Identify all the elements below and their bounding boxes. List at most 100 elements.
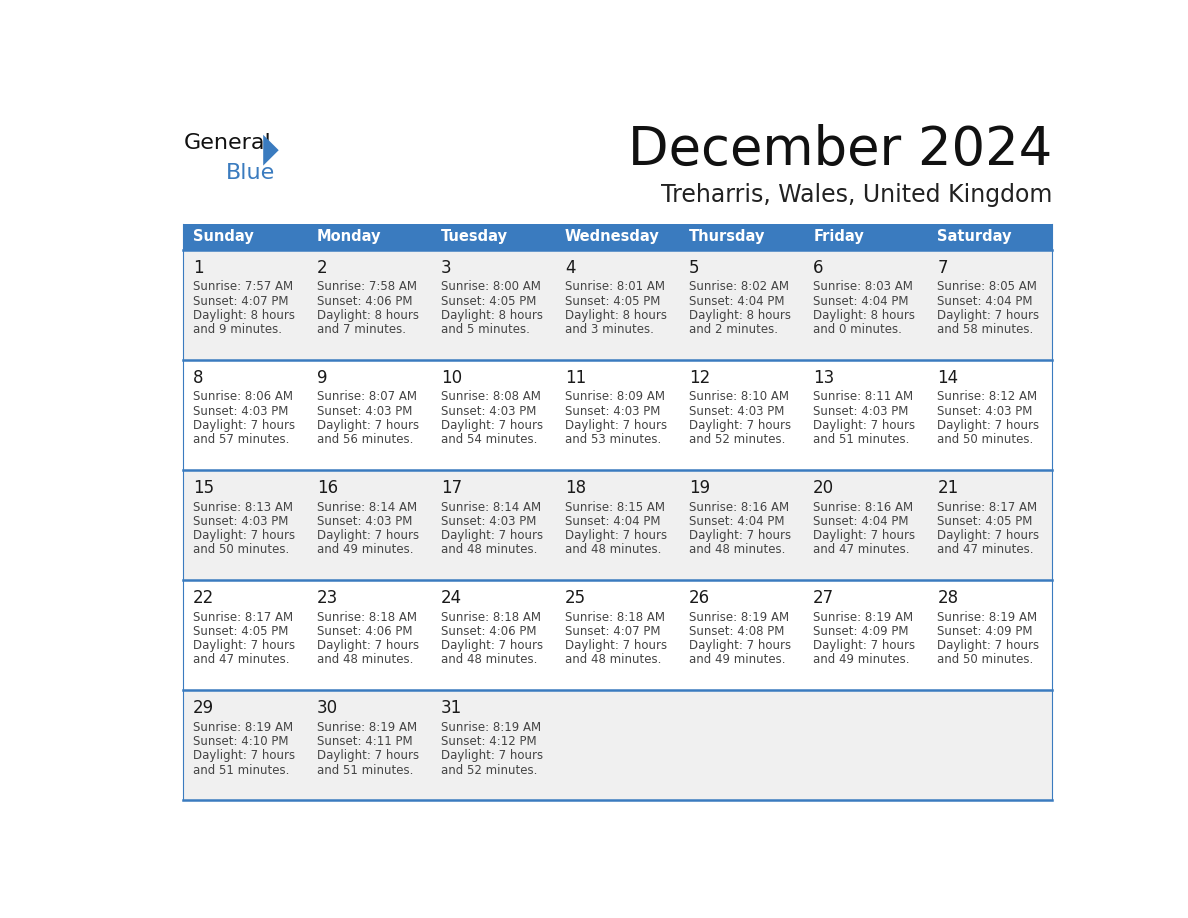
Text: 13: 13 <box>814 369 834 386</box>
Text: Sunset: 4:04 PM: Sunset: 4:04 PM <box>565 515 661 528</box>
Text: Daylight: 7 hours: Daylight: 7 hours <box>192 749 295 762</box>
Text: 2: 2 <box>317 259 328 276</box>
Text: Sunrise: 8:19 AM: Sunrise: 8:19 AM <box>192 721 292 733</box>
Text: and 48 minutes.: and 48 minutes. <box>441 654 537 666</box>
Text: Sunset: 4:03 PM: Sunset: 4:03 PM <box>317 405 412 418</box>
Text: Daylight: 7 hours: Daylight: 7 hours <box>192 529 295 542</box>
Bar <box>928 224 1053 250</box>
Text: and 48 minutes.: and 48 minutes. <box>565 654 662 666</box>
Text: and 51 minutes.: and 51 minutes. <box>814 433 910 446</box>
Text: and 47 minutes.: and 47 minutes. <box>192 654 289 666</box>
Text: Sunrise: 8:12 AM: Sunrise: 8:12 AM <box>937 390 1037 403</box>
Bar <box>308 224 431 250</box>
Text: 8: 8 <box>192 369 203 386</box>
Bar <box>556 224 680 250</box>
Text: Daylight: 7 hours: Daylight: 7 hours <box>565 419 668 432</box>
Text: 24: 24 <box>441 589 462 607</box>
Text: Sunrise: 7:58 AM: Sunrise: 7:58 AM <box>317 280 417 294</box>
Text: and 48 minutes.: and 48 minutes. <box>565 543 662 556</box>
Text: Daylight: 7 hours: Daylight: 7 hours <box>565 529 668 542</box>
Bar <box>183 224 308 250</box>
Text: Sunset: 4:09 PM: Sunset: 4:09 PM <box>814 625 909 638</box>
Text: Sunset: 4:03 PM: Sunset: 4:03 PM <box>814 405 909 418</box>
Text: Sunrise: 8:13 AM: Sunrise: 8:13 AM <box>192 500 292 513</box>
Text: Sunrise: 8:06 AM: Sunrise: 8:06 AM <box>192 390 292 403</box>
Text: and 50 minutes.: and 50 minutes. <box>192 543 289 556</box>
Text: Sunset: 4:03 PM: Sunset: 4:03 PM <box>192 515 287 528</box>
Text: Sunset: 4:03 PM: Sunset: 4:03 PM <box>565 405 661 418</box>
Text: and 48 minutes.: and 48 minutes. <box>317 654 413 666</box>
Text: 6: 6 <box>814 259 823 276</box>
Text: and 58 minutes.: and 58 minutes. <box>937 323 1034 336</box>
Text: Sunset: 4:06 PM: Sunset: 4:06 PM <box>317 295 412 308</box>
Text: Daylight: 7 hours: Daylight: 7 hours <box>441 419 543 432</box>
Text: and 57 minutes.: and 57 minutes. <box>192 433 289 446</box>
Text: 10: 10 <box>441 369 462 386</box>
Text: Daylight: 7 hours: Daylight: 7 hours <box>192 639 295 652</box>
Text: and 48 minutes.: and 48 minutes. <box>441 543 537 556</box>
Text: and 49 minutes.: and 49 minutes. <box>814 654 910 666</box>
Text: Sunset: 4:04 PM: Sunset: 4:04 PM <box>814 295 909 308</box>
Text: 25: 25 <box>565 589 586 607</box>
Text: 3: 3 <box>441 259 451 276</box>
Text: Sunrise: 8:11 AM: Sunrise: 8:11 AM <box>814 390 914 403</box>
Text: and 3 minutes.: and 3 minutes. <box>565 323 653 336</box>
Text: Sunset: 4:05 PM: Sunset: 4:05 PM <box>937 515 1032 528</box>
Text: Sunrise: 7:57 AM: Sunrise: 7:57 AM <box>192 280 292 294</box>
Text: Sunrise: 8:14 AM: Sunrise: 8:14 AM <box>317 500 417 513</box>
Text: Daylight: 7 hours: Daylight: 7 hours <box>937 639 1040 652</box>
Text: and 54 minutes.: and 54 minutes. <box>441 433 537 446</box>
Text: 29: 29 <box>192 700 214 717</box>
Text: 30: 30 <box>317 700 337 717</box>
Text: Sunrise: 8:19 AM: Sunrise: 8:19 AM <box>937 610 1037 623</box>
Text: Daylight: 8 hours: Daylight: 8 hours <box>317 308 419 322</box>
Text: Sunset: 4:04 PM: Sunset: 4:04 PM <box>689 515 784 528</box>
Text: Sunset: 4:03 PM: Sunset: 4:03 PM <box>689 405 784 418</box>
Text: 19: 19 <box>689 479 710 497</box>
Text: Sunset: 4:10 PM: Sunset: 4:10 PM <box>192 735 289 748</box>
Text: Sunset: 4:12 PM: Sunset: 4:12 PM <box>441 735 537 748</box>
Text: and 2 minutes.: and 2 minutes. <box>689 323 778 336</box>
Text: Daylight: 7 hours: Daylight: 7 hours <box>937 308 1040 322</box>
Text: Thursday: Thursday <box>689 230 765 244</box>
Text: Daylight: 7 hours: Daylight: 7 hours <box>689 639 791 652</box>
Text: General: General <box>183 133 271 153</box>
Text: and 52 minutes.: and 52 minutes. <box>689 433 785 446</box>
Text: and 50 minutes.: and 50 minutes. <box>937 654 1034 666</box>
Text: December 2024: December 2024 <box>628 124 1053 176</box>
Text: Sunrise: 8:09 AM: Sunrise: 8:09 AM <box>565 390 665 403</box>
Text: 9: 9 <box>317 369 327 386</box>
Text: Daylight: 7 hours: Daylight: 7 hours <box>814 529 915 542</box>
Text: Saturday: Saturday <box>937 230 1012 244</box>
Text: 11: 11 <box>565 369 586 386</box>
Text: 4: 4 <box>565 259 575 276</box>
Text: and 9 minutes.: and 9 minutes. <box>192 323 282 336</box>
Text: 17: 17 <box>441 479 462 497</box>
Text: Daylight: 8 hours: Daylight: 8 hours <box>689 308 791 322</box>
Bar <box>431 224 556 250</box>
Text: Sunset: 4:04 PM: Sunset: 4:04 PM <box>689 295 784 308</box>
Text: 27: 27 <box>814 589 834 607</box>
Text: Sunrise: 8:07 AM: Sunrise: 8:07 AM <box>317 390 417 403</box>
Text: 20: 20 <box>814 479 834 497</box>
Text: 26: 26 <box>689 589 710 607</box>
Text: Sunrise: 8:15 AM: Sunrise: 8:15 AM <box>565 500 665 513</box>
Text: Sunset: 4:03 PM: Sunset: 4:03 PM <box>937 405 1032 418</box>
Text: and 50 minutes.: and 50 minutes. <box>937 433 1034 446</box>
Text: Treharris, Wales, United Kingdom: Treharris, Wales, United Kingdom <box>661 184 1053 207</box>
Text: 28: 28 <box>937 589 959 607</box>
Bar <box>680 224 804 250</box>
Text: 12: 12 <box>689 369 710 386</box>
Text: Daylight: 8 hours: Daylight: 8 hours <box>441 308 543 322</box>
Text: Sunrise: 8:10 AM: Sunrise: 8:10 AM <box>689 390 789 403</box>
Polygon shape <box>264 135 279 165</box>
Text: and 47 minutes.: and 47 minutes. <box>937 543 1034 556</box>
Text: 22: 22 <box>192 589 214 607</box>
Text: Sunrise: 8:17 AM: Sunrise: 8:17 AM <box>192 610 292 623</box>
Text: Daylight: 7 hours: Daylight: 7 hours <box>441 529 543 542</box>
Text: Daylight: 7 hours: Daylight: 7 hours <box>317 639 419 652</box>
Text: Daylight: 7 hours: Daylight: 7 hours <box>689 529 791 542</box>
Text: Sunrise: 8:01 AM: Sunrise: 8:01 AM <box>565 280 665 294</box>
Text: and 49 minutes.: and 49 minutes. <box>689 654 785 666</box>
Text: 23: 23 <box>317 589 339 607</box>
